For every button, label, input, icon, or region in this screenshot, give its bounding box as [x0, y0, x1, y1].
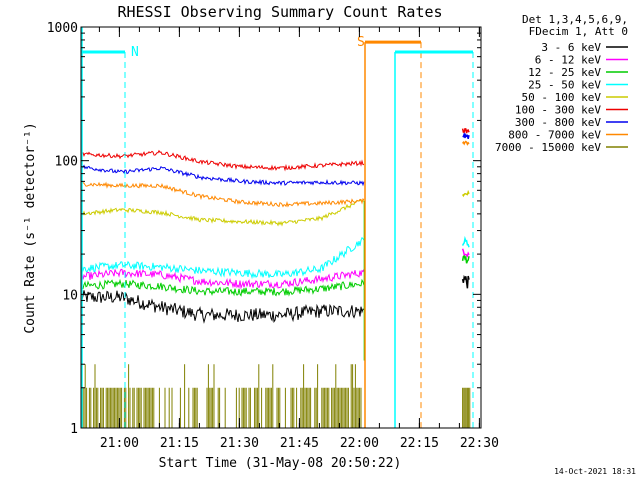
- legend-entry-label: 300 - 800 keV: [515, 116, 601, 129]
- y-tick-label: 1: [70, 422, 78, 437]
- series-line-after-gap: [461, 254, 470, 264]
- y-tick-label: 100: [55, 155, 78, 170]
- y-axis-label: Count Rate (s⁻¹ detector⁻¹): [23, 122, 38, 333]
- series-line-after-gap: [462, 131, 470, 140]
- legend-header: Det 1,3,4,5,6,9,: [522, 13, 628, 26]
- legend-entry-label: 800 - 7000 keV: [508, 129, 601, 142]
- series-line: [81, 278, 365, 297]
- timestamp-footer: 14-Oct-2021 18:31: [554, 467, 636, 476]
- y-tick-label: 1000: [47, 21, 78, 36]
- flag-label: S: [357, 35, 365, 50]
- series-line-after-gap: [461, 235, 470, 248]
- legend-entry-label: 25 - 50 keV: [528, 79, 601, 92]
- series-line: [81, 149, 365, 172]
- series-line: [81, 236, 365, 280]
- x-tick-label: 22:00: [340, 436, 379, 451]
- x-tick-label: 21:45: [280, 436, 319, 451]
- x-tick-label: 21:15: [160, 436, 199, 451]
- series-line-after-gap: [461, 140, 470, 146]
- series-line: [81, 181, 365, 208]
- y-axis: 1 10 100 1000: [47, 21, 481, 437]
- legend-entry-label: 3 - 6 keV: [541, 41, 601, 54]
- y-axis-label-text: Count Rate (s⁻¹ detector⁻¹): [23, 122, 38, 333]
- legend-entry-label: 6 - 12 keV: [535, 54, 602, 67]
- series-line: [81, 199, 365, 227]
- series-line-after-gap: [461, 274, 470, 289]
- legend: Det 1,3,4,5,6,9,FDecim 1, Att 0 3 - 6 keV…: [495, 13, 628, 154]
- x-tick-label: 21:30: [220, 436, 259, 451]
- data-layer: [81, 128, 471, 428]
- x-tick-label: 21:00: [100, 436, 139, 451]
- plot-frame: [80, 26, 482, 429]
- x-axis-label: Start Time (31-May-08 20:50:22): [159, 456, 402, 471]
- x-tick-label: 22:15: [400, 436, 439, 451]
- x-tick-label: 22:30: [460, 436, 499, 451]
- flag-label: N: [131, 45, 139, 60]
- legend-entry-label: 12 - 25 keV: [528, 66, 601, 79]
- x-axis: 21:00 21:15 21:30 21:45 22:00 22:15 22:30: [98, 27, 499, 451]
- flag-layer: NS: [81, 27, 474, 428]
- series-line: [81, 290, 365, 324]
- chart-title: RHESSI Observing Summary Count Rates: [117, 3, 442, 21]
- legend-header: FDecim 1, Att 0: [529, 25, 628, 38]
- legend-entry-label: 100 - 300 keV: [515, 104, 601, 117]
- series-line: [81, 268, 365, 290]
- series-line-after-gap: [461, 128, 470, 134]
- y-tick-label: 10: [62, 288, 78, 303]
- series-line-after-gap: [461, 189, 470, 198]
- legend-entry-label: 7000 - 15000 keV: [495, 141, 601, 154]
- series-line-after-gap: [461, 248, 470, 258]
- legend-entry-label: 50 - 100 keV: [522, 91, 602, 104]
- series-line: [81, 164, 365, 187]
